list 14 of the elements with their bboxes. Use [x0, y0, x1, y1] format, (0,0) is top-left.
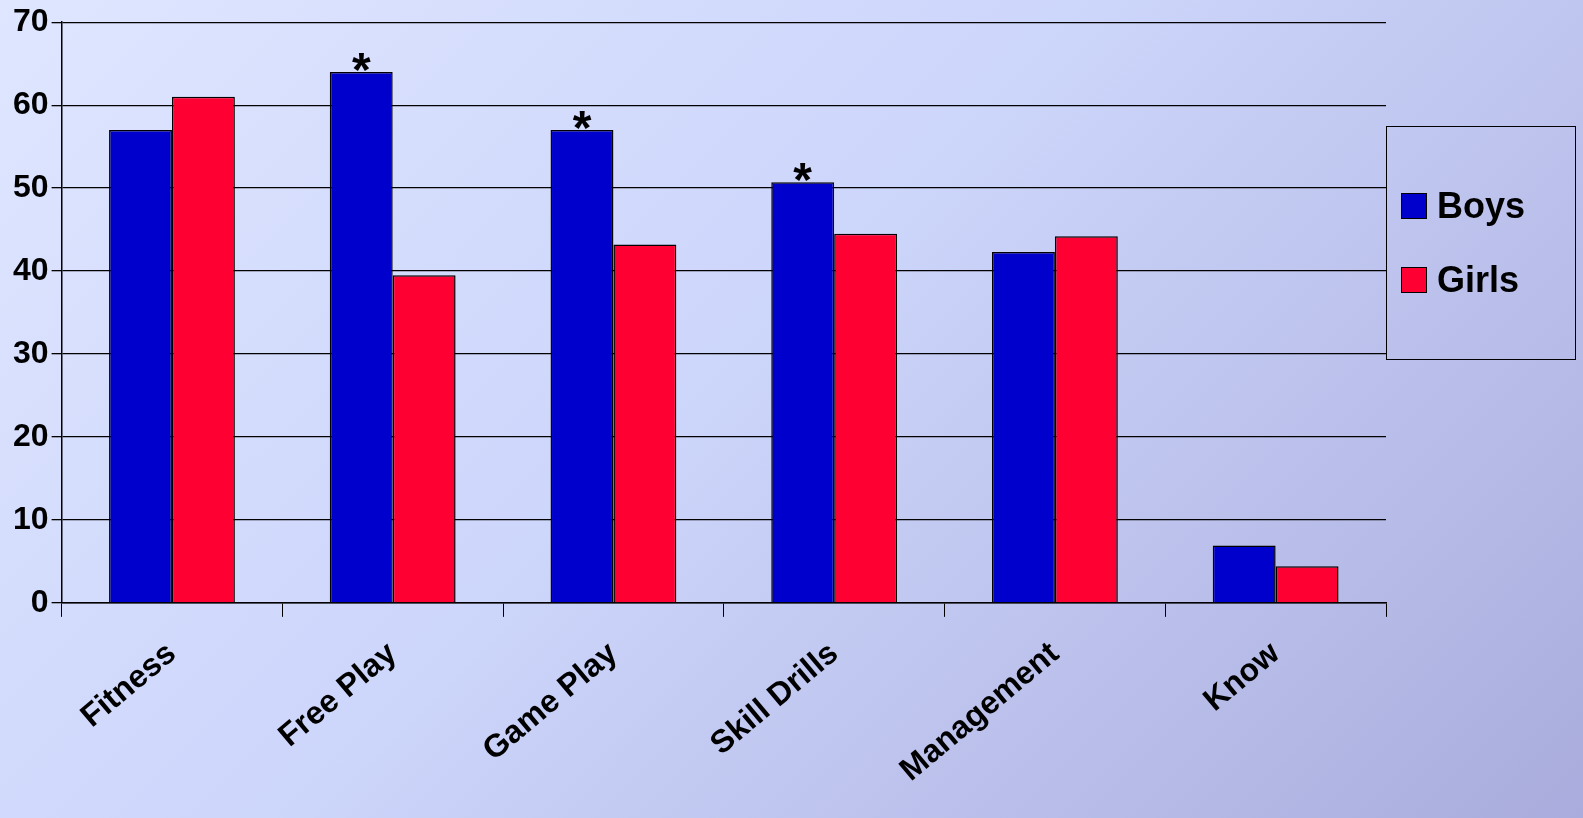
y-tick-label: 60	[13, 84, 49, 121]
legend-label: Girls	[1437, 259, 1520, 301]
annotation: *	[351, 42, 371, 96]
y-tick-label: 50	[13, 167, 49, 204]
text: Boys	[1437, 185, 1526, 227]
annotation: *	[572, 101, 592, 155]
y-tick-label: 0	[30, 582, 49, 619]
x-tick-label: Free Play	[270, 633, 404, 754]
y-tick-label: 10	[13, 499, 49, 536]
annotation: *	[793, 153, 813, 207]
y-tick-label: 20	[13, 416, 49, 453]
y-tick-label: 70	[13, 2, 49, 39]
y-tick-label: 30	[13, 333, 49, 370]
y-tick-label: 40	[13, 250, 49, 287]
